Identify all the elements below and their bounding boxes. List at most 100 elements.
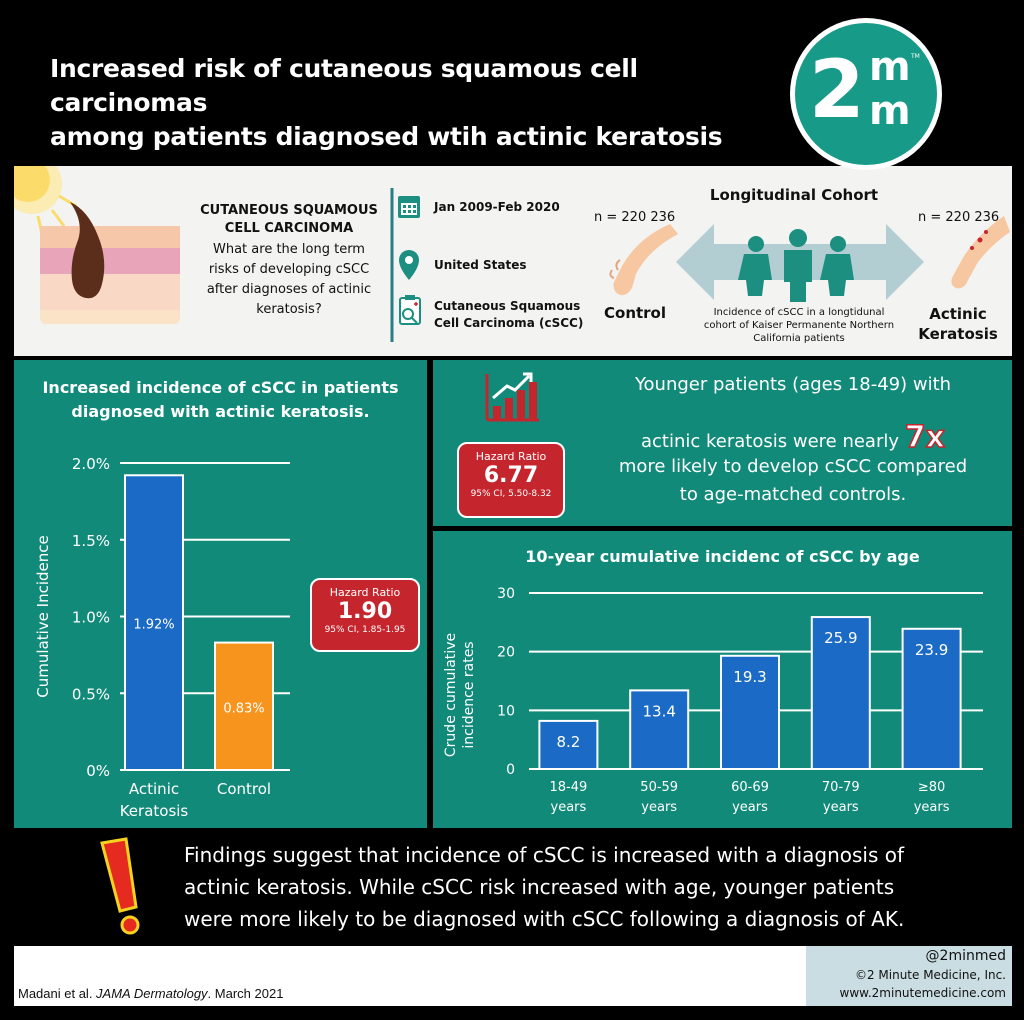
y-tick-label: 1.5%: [72, 532, 110, 550]
cohort-title: Longitudinal Cohort: [709, 186, 879, 204]
seven-x-highlight: 7x: [904, 419, 946, 456]
logo-disc: 2 m m TM: [795, 23, 937, 165]
page-title: Increased risk of cutaneous squamous cel…: [50, 52, 770, 154]
x-tick-label: 60-69: [731, 780, 769, 795]
x-tick-label: years: [641, 800, 677, 815]
bar-value-label: 13.4: [642, 702, 675, 720]
hr-badge-overall: Hazard Ratio 1.90 95% CI, 1.85-1.95: [310, 578, 420, 652]
y-tick-label: 2.0%: [72, 455, 110, 473]
y-tick-label: 30: [497, 586, 515, 602]
x-tick-label: years: [914, 800, 950, 815]
bottom-right-panel: 10-year cumulative incidenc of cSCC by a…: [433, 531, 1012, 828]
hr-overall-value: 1.90: [337, 599, 393, 624]
bar: [538, 719, 599, 770]
cohort-description: Incidence of cSCC in a longtidunal cohor…: [674, 306, 924, 345]
logo: 2 m m TM: [790, 18, 942, 170]
y-tick-label: 20: [497, 645, 515, 661]
y-axis-label: incidence rates: [461, 641, 477, 748]
control-label: Control: [604, 304, 667, 322]
hr-young-label: Hazard Ratio: [475, 450, 547, 463]
sun-icon: [2, 154, 77, 235]
chart-age-incidence: 0 10 20 30 Crude cumulative incidence rates 8.…: [443, 586, 983, 815]
title-line-2: among patients diagnosed wtih actinic ke…: [50, 122, 723, 151]
y-tick-label: 1.0%: [72, 609, 110, 627]
chart-incidence: 0% 0.5% 1.0% 1.5% 2.0% Cumulative Incidence 1.…: [34, 455, 290, 820]
hr-young-value: 6.77: [483, 463, 539, 488]
study-date: Jan 2009-Feb 2020: [434, 200, 560, 214]
study-outcome: Cutaneous Squamous Cell Carcinoma (cSCC): [434, 298, 583, 332]
logo-tm: TM: [911, 53, 920, 60]
citation-journal: JAMA Dermatology: [96, 986, 208, 1001]
left-heading-line-2: diagnosed with actinic keratosis.: [71, 402, 370, 421]
bar: [720, 654, 780, 770]
skin-layers-icon: [40, 202, 180, 324]
bar-value-label: 1.92%: [133, 618, 174, 633]
x-tick-label: 70-79: [822, 780, 860, 795]
ak-label-line-1: Actinic: [929, 305, 987, 323]
logo-sub: m: [869, 88, 911, 134]
website-url: www.2minutemedicine.com: [839, 986, 1007, 1000]
outcome-line-2: Cell Carcinoma (cSCC): [434, 316, 584, 330]
topic-title: CUTANEOUS SQUAMOUS CELL CARCINOMA: [184, 202, 394, 238]
citation: Madani et al. JAMA Dermatology. March 20…: [18, 986, 283, 1001]
topic-title-line-1: CUTANEOUS SQUAMOUS: [200, 203, 378, 218]
left-panel: Increased incidence of cSCC in patients …: [14, 360, 427, 828]
rising-chart-icon: [485, 372, 539, 422]
question-line-3: after diagnoses of actinic: [206, 282, 372, 297]
study-question: What are the long term risks of developi…: [184, 240, 394, 320]
age-chart-title: 10-year cumulative incidenc of cSCC by a…: [525, 547, 920, 566]
bar: [901, 627, 962, 770]
citation-authors: Madani et al.: [18, 986, 97, 1001]
young-line-2a: actinic keratosis were nearly: [641, 431, 900, 452]
topic-title-line-2: CELL CARCINOMA: [224, 221, 354, 236]
young-line-2: actinic keratosis were nearly 7x: [593, 419, 993, 456]
study-location: United States: [434, 258, 527, 272]
ak-label-line-2: Keratosis: [918, 325, 998, 343]
cohort-desc-line-2: cohort of Kaiser Permanente Northern: [703, 320, 895, 331]
young-line-4: to age-matched controls.: [679, 484, 907, 505]
bar: [214, 641, 274, 771]
x-tick-label: Keratosis: [120, 802, 189, 820]
y-tick-label: 0.5%: [72, 685, 110, 703]
ak-label: Actinic Keratosis: [918, 304, 998, 344]
clipboard-icon: [399, 295, 421, 325]
conclusion-line-3: were more likely to be diagnosed with cS…: [184, 907, 905, 931]
bar: [124, 474, 184, 771]
info-graphics: [2, 154, 1010, 342]
x-tick-label: years: [823, 800, 859, 815]
left-heading-line-1: Increased incidence of cSCC in patients: [42, 378, 399, 397]
y-tick-label: 0: [506, 762, 515, 778]
x-tick-label: Control: [217, 780, 271, 798]
x-tick-label: ≥80: [918, 780, 945, 795]
credit-box: @2minmed ©2 Minute Medicine, Inc. www.2m…: [806, 946, 1012, 1006]
cohort-desc-line-3: California patients: [753, 333, 845, 344]
x-tick-label: 50-59: [640, 780, 678, 795]
x-tick-label: Actinic: [129, 780, 179, 798]
top-right-panel: Hazard Ratio 6.77 95% CI, 5.50-8.32 Youn…: [433, 360, 1012, 526]
y-tick-label: 0%: [86, 762, 110, 780]
hr-overall-ci: 95% CI, 1.85-1.95: [324, 625, 406, 635]
x-tick-label: years: [732, 800, 768, 815]
conclusion-line-1: Findings suggest that incidence of cSCC …: [184, 843, 905, 867]
social-handle: @2minmed: [925, 948, 1006, 964]
bar-value-label: 19.3: [733, 668, 766, 686]
location-pin-icon: [399, 250, 419, 280]
y-tick-label: 10: [497, 703, 515, 719]
conclusion-text: Findings suggest that incidence of cSCC …: [184, 839, 1004, 935]
control-arm-icon: [609, 224, 678, 296]
bar-value-label: 8.2: [556, 733, 580, 751]
people-icon: [738, 229, 854, 302]
bar-value-label: 0.83%: [223, 701, 264, 716]
conclusion-line-2: actinic keratosis. While cSCC risk incre…: [184, 875, 895, 899]
conclusion-bar: Findings suggest that incidence of cSCC …: [58, 829, 1012, 945]
logo-sup: m: [869, 44, 911, 90]
company-name: ©2 Minute Medicine, Inc.: [854, 968, 1006, 982]
info-band: CUTANEOUS SQUAMOUS CELL CARCINOMA What a…: [2, 154, 1012, 356]
ak-n: n = 220 236: [918, 210, 1000, 225]
cohort-desc-line-1: Incidence of cSCC in a longtidunal: [713, 307, 885, 318]
x-tick-label: years: [551, 800, 587, 815]
hr-overall-label: Hazard Ratio: [329, 586, 401, 599]
control-n: n = 220 236: [594, 210, 676, 225]
young-line-1: Younger patients (ages 18-49) with: [634, 374, 952, 395]
left-panel-heading: Increased incidence of cSCC in patients …: [14, 376, 427, 424]
